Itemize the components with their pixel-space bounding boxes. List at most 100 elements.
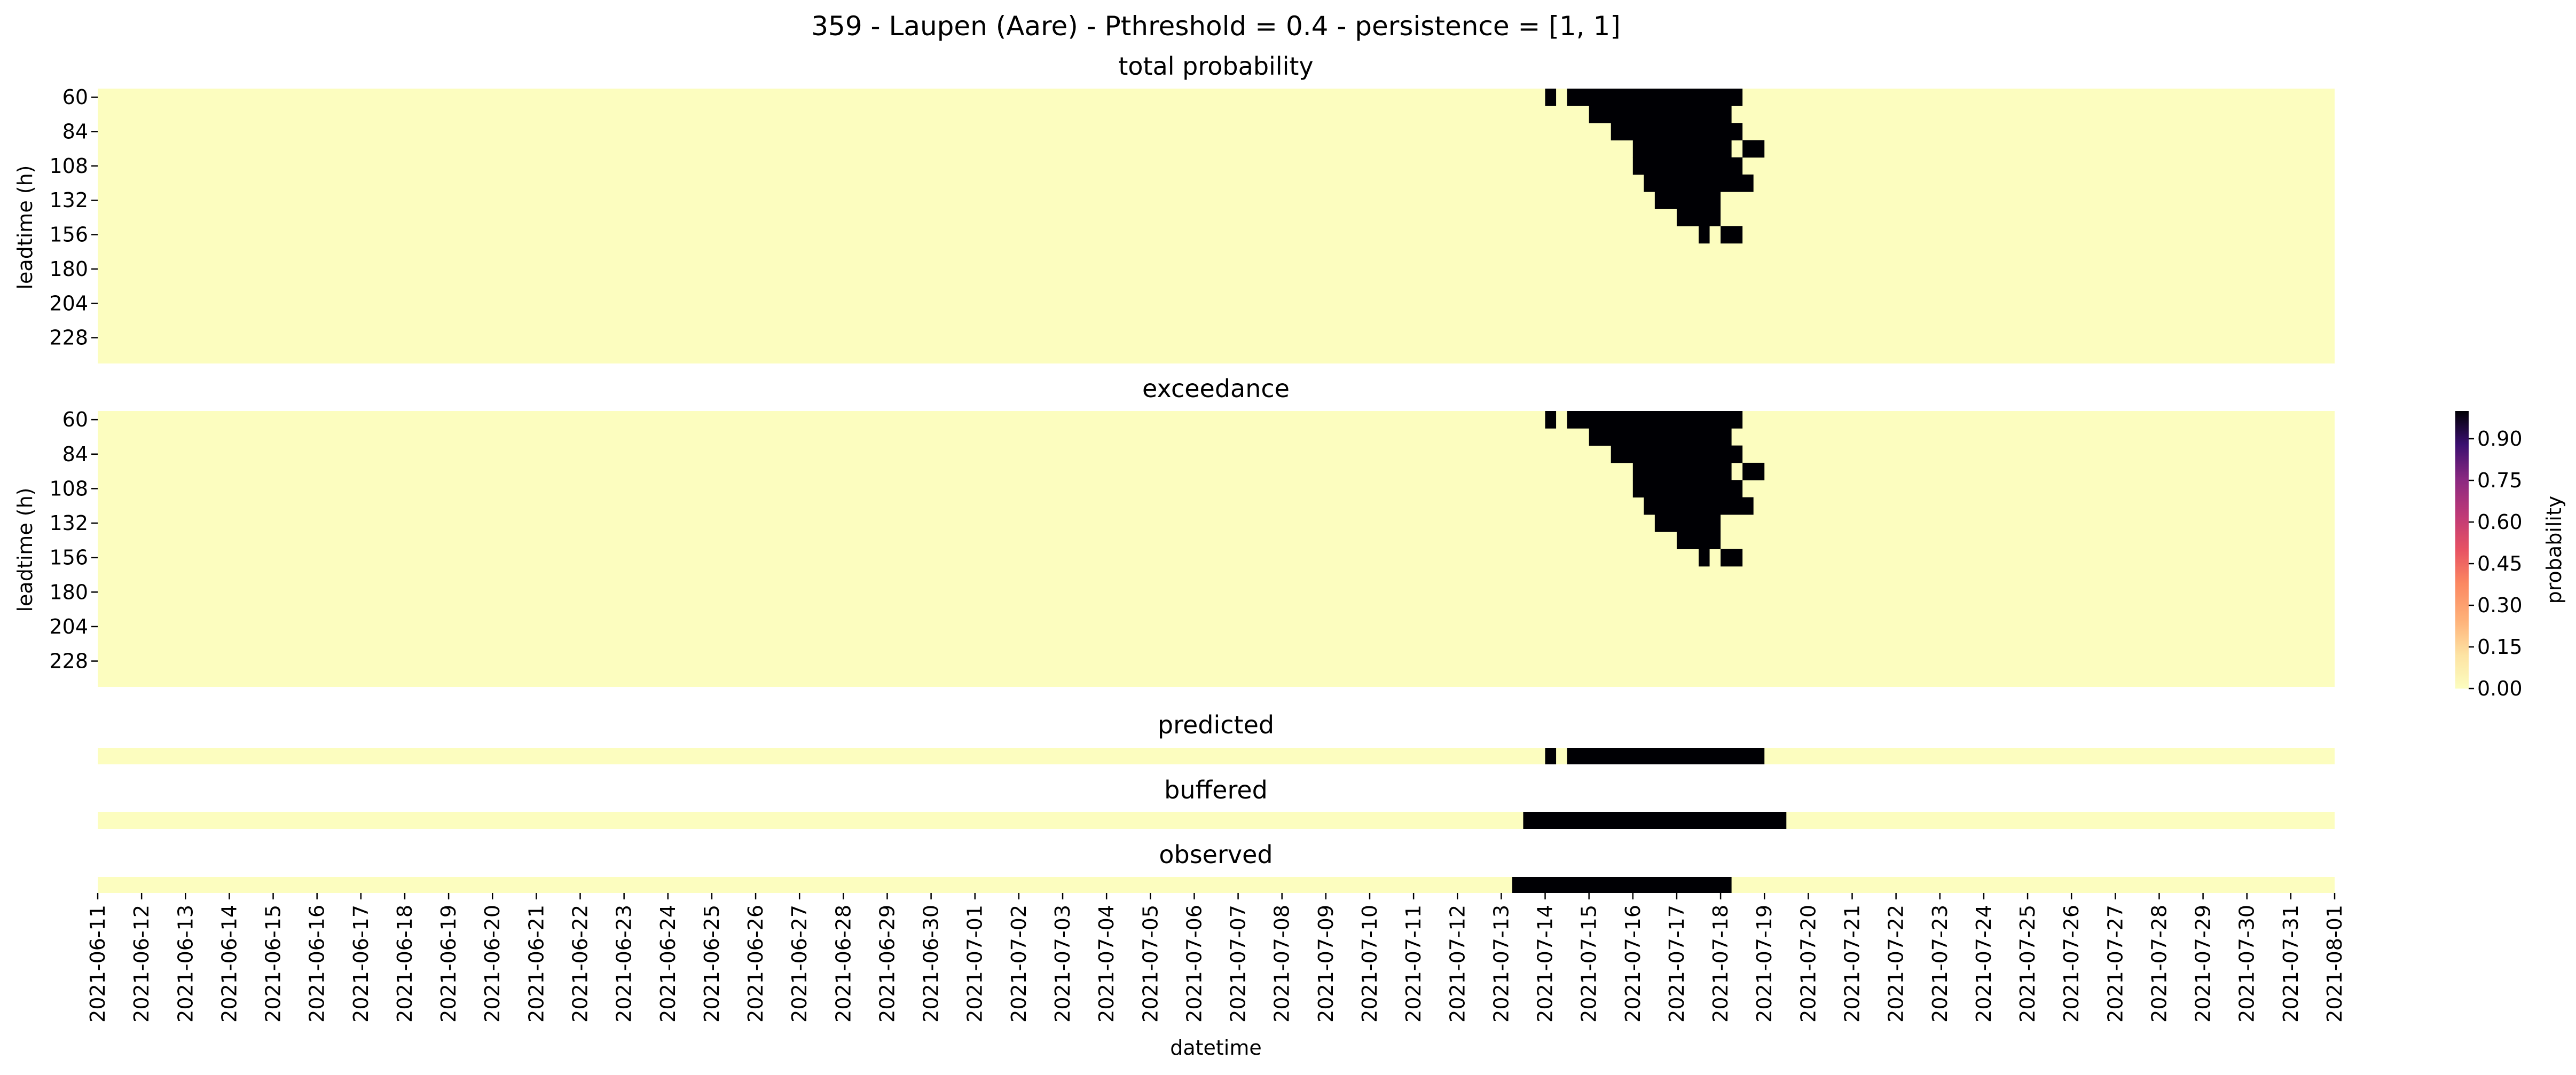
heatmap-cell: [1699, 549, 1710, 567]
x-tick-label: 2021-07-13: [1489, 905, 1513, 1023]
x-tick-label: 2021-07-08: [1270, 905, 1294, 1023]
x-tick-label: 2021-07-01: [963, 905, 987, 1023]
x-tick-label: 2021-06-22: [569, 905, 592, 1023]
x-tick-label: 2021-07-05: [1138, 905, 1162, 1023]
heatmap-panels: [98, 89, 2335, 893]
strip-cell: [1567, 748, 1765, 764]
x-tick-label: 2021-07-28: [2147, 905, 2171, 1023]
x-tick-label: 2021-06-25: [700, 905, 724, 1023]
y-ticks: 60 84 108 132 156 180 204 228 60 84 108 132 156 180 20…: [49, 85, 98, 673]
heatmap-cell: [1721, 549, 1743, 567]
x-tick-label: 2021-06-21: [524, 905, 548, 1023]
panel-title-exceedance: exceedance: [1142, 374, 1290, 403]
colorbar-tick-label: 0.15: [2477, 635, 2523, 659]
x-tick-label: 2021-07-26: [2060, 905, 2083, 1023]
y-axis-label-exceedance: leadtime (h): [13, 487, 37, 612]
heatmap-cell: [1654, 192, 1721, 209]
heatmap-cell: [1632, 480, 1743, 498]
heatmap-background-total-probability: [98, 89, 2335, 363]
heatmap-cell: [1632, 140, 1732, 158]
y-tick-label: 60: [62, 408, 88, 431]
heatmap-cell: [1632, 157, 1743, 175]
x-tick-label: 2021-07-19: [1753, 905, 1776, 1023]
y-tick-label: 108: [49, 477, 88, 500]
x-tick-label: 2021-06-28: [831, 905, 855, 1023]
heatmap-cell: [1644, 174, 1754, 192]
x-tick-label: 2021-06-30: [920, 905, 943, 1023]
y-tick-label: 228: [49, 326, 88, 350]
heatmap-cell: [1632, 462, 1732, 480]
heatmap-cell: [1611, 445, 1743, 463]
heatmap-cell: [1742, 140, 1765, 158]
x-tick-label: 2021-07-30: [2235, 905, 2259, 1023]
heatmap-cell: [1676, 209, 1721, 226]
heatmap-cell: [1545, 89, 1557, 106]
colorbar-tick-label: 0.75: [2477, 469, 2523, 492]
x-tick-label: 2021-06-20: [481, 905, 504, 1023]
heatmap-cell: [1742, 462, 1765, 480]
y-tick-label: 204: [49, 291, 88, 315]
x-tick-label: 2021-07-23: [1928, 905, 1952, 1023]
y-tick-label: 84: [62, 120, 88, 143]
x-tick-label: 2021-06-29: [875, 905, 899, 1023]
panel-title-predicted: predicted: [1158, 710, 1274, 739]
colorbar-tick-label: 0.00: [2477, 677, 2523, 700]
x-tick-label: 2021-06-23: [612, 905, 636, 1023]
x-tick-label: 2021-07-29: [2192, 905, 2215, 1023]
heatmap-cell: [1545, 411, 1557, 429]
y-tick-label: 180: [49, 257, 88, 281]
x-tick-label: 2021-06-11: [86, 905, 109, 1023]
heatmap-cell: [1567, 411, 1743, 429]
x-tick-label: 2021-07-11: [1402, 905, 1425, 1023]
y-axis-label-total-probability: leadtime (h): [13, 165, 37, 289]
y-tick-label: 132: [49, 188, 88, 212]
y-tick-label: 84: [62, 442, 88, 466]
y-tick-label: 60: [62, 85, 88, 109]
x-tick-label: 2021-07-20: [1796, 905, 1820, 1023]
x-ticks: 2021-06-11 2021-06-12 2021-06-13 2021-06-14…: [86, 893, 2346, 1023]
colorbar-gradient: [2455, 411, 2469, 689]
x-tick-label: 2021-08-01: [2323, 905, 2346, 1023]
heatmap-cell: [1676, 532, 1721, 549]
strip-background-predicted: [98, 748, 2335, 764]
x-tick-label: 2021-06-27: [788, 905, 811, 1023]
x-tick-label: 2021-06-17: [349, 905, 373, 1023]
x-tick-label: 2021-07-31: [2279, 905, 2303, 1023]
x-tick-label: 2021-06-18: [393, 905, 417, 1023]
colorbar-tick-label: 0.30: [2477, 594, 2523, 617]
heatmap-cell: [1611, 123, 1743, 141]
x-tick-label: 2021-06-19: [437, 905, 460, 1023]
x-tick-label: 2021-07-27: [2103, 905, 2127, 1023]
heatmap-cell: [1589, 106, 1732, 123]
x-tick-label: 2021-06-16: [305, 905, 329, 1023]
x-tick-label: 2021-07-03: [1051, 905, 1074, 1023]
heatmap-cell: [1721, 226, 1743, 244]
colorbar: 0.00 0.15 0.30 0.45 0.60 0.75 0.90: [2455, 411, 2523, 700]
heatmap-cell: [1589, 428, 1732, 446]
x-tick-label: 2021-07-15: [1577, 905, 1601, 1023]
x-tick-label: 2021-06-14: [217, 905, 241, 1023]
panel-title-buffered: buffered: [1164, 776, 1268, 804]
panel-title-observed: observed: [1159, 840, 1273, 869]
x-tick-label: 2021-07-25: [2016, 905, 2039, 1023]
x-tick-label: 2021-07-06: [1182, 905, 1206, 1023]
strip-background-buffered: [98, 812, 2335, 829]
y-tick-label: 204: [49, 615, 88, 638]
colorbar-label: probability: [2542, 496, 2566, 604]
strip-cell: [1523, 812, 1787, 829]
strip-cell: [1512, 877, 1732, 893]
figure-title: 359 - Laupen (Aare) - Pthreshold = 0.4 -…: [811, 11, 1621, 42]
x-tick-label: 2021-07-04: [1095, 905, 1118, 1023]
y-tick-label: 132: [49, 511, 88, 535]
strip-cell: [1545, 748, 1557, 764]
heatmap-cell: [1654, 514, 1721, 532]
y-tick-label: 180: [49, 580, 88, 604]
x-tick-label: 2021-07-22: [1884, 905, 1908, 1023]
x-tick-label: 2021-07-21: [1840, 905, 1864, 1023]
x-tick-label: 2021-07-02: [1007, 905, 1031, 1023]
y-tick-label: 156: [49, 546, 88, 570]
x-tick-label: 2021-07-12: [1446, 905, 1469, 1023]
colorbar-tick-label: 0.45: [2477, 552, 2523, 575]
y-tick-label: 156: [49, 223, 88, 247]
